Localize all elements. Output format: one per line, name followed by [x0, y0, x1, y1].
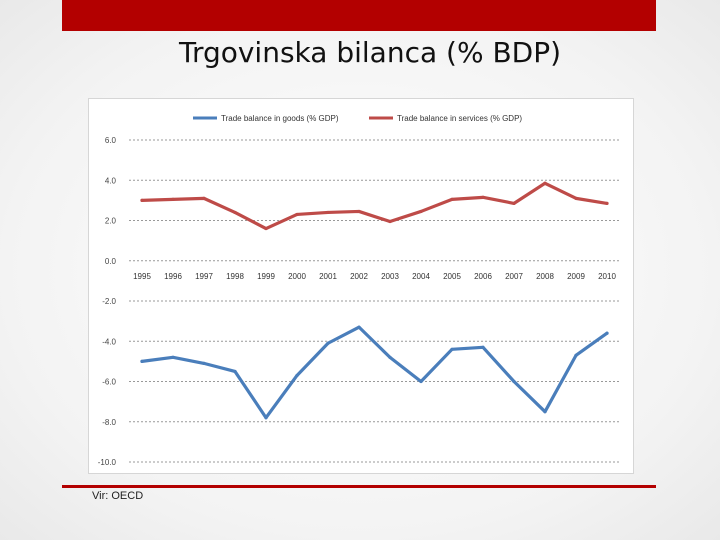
- data-point: [543, 181, 547, 185]
- x-tick-label: 1995: [133, 272, 151, 281]
- data-point: [264, 416, 268, 420]
- data-point: [295, 212, 299, 217]
- series-line-goods: [140, 325, 609, 420]
- data-point: [543, 410, 547, 414]
- data-point: [357, 325, 361, 329]
- data-point: [574, 196, 578, 200]
- data-point: [202, 196, 206, 200]
- x-tick-label: 1997: [195, 272, 213, 281]
- y-tick-label: -8.0: [102, 418, 116, 427]
- data-point: [481, 345, 485, 349]
- y-tick-label: 0.0: [105, 257, 117, 266]
- data-point: [388, 355, 392, 359]
- data-point: [233, 369, 237, 374]
- data-point: [419, 379, 423, 384]
- x-tick-label: 2001: [319, 272, 337, 281]
- x-tick-label: 1998: [226, 272, 244, 281]
- legend-label: Trade balance in goods (% GDP): [221, 114, 339, 123]
- y-tick-label: -2.0: [102, 297, 116, 306]
- data-point: [512, 201, 516, 205]
- data-point: [605, 201, 609, 205]
- x-tick-label: 2008: [536, 272, 554, 281]
- x-tick-label: 2002: [350, 272, 368, 281]
- data-point: [171, 197, 175, 201]
- line-chart: 6.0 4.0 2.0 0.0 -2.0 -4.0 -6.0 -8.0 -10.0 1995 19…: [98, 114, 621, 467]
- y-tick-label: 6.0: [105, 136, 117, 145]
- data-point: [140, 359, 144, 363]
- data-point: [388, 219, 392, 224]
- data-point: [605, 331, 609, 335]
- bottom-accent-line: [62, 485, 656, 488]
- y-tick-label: -6.0: [102, 378, 116, 387]
- data-point: [264, 226, 268, 231]
- y-tick-label: 4.0: [105, 176, 117, 185]
- legend-label: Trade balance in services (% GDP): [397, 114, 522, 123]
- data-point: [233, 210, 237, 215]
- data-point: [419, 209, 423, 214]
- y-tick-label: -10.0: [98, 458, 117, 467]
- data-point: [357, 209, 361, 214]
- series-line-services: [140, 181, 609, 231]
- source-note: Vir: OECD: [92, 490, 144, 502]
- data-point: [326, 341, 330, 345]
- data-point: [140, 198, 144, 202]
- data-point: [326, 210, 330, 215]
- x-tick-label: 2006: [474, 272, 492, 281]
- data-point: [512, 379, 516, 384]
- x-tick-label: 2003: [381, 272, 399, 281]
- y-tick-label: 2.0: [105, 217, 117, 226]
- top-accent-bar: [62, 0, 656, 31]
- data-point: [171, 355, 175, 359]
- x-tick-label: 1996: [164, 272, 182, 281]
- data-point: [295, 373, 299, 378]
- x-tick-label: 2000: [288, 272, 306, 281]
- chart-frame: 6.0 4.0 2.0 0.0 -2.0 -4.0 -6.0 -8.0 -10.0 1995 19…: [88, 98, 634, 474]
- x-tick-label: 2007: [505, 272, 523, 281]
- x-tick-label: 1999: [257, 272, 275, 281]
- slide-title: Trgovinska bilanca (% BDP): [178, 36, 562, 69]
- data-point: [202, 361, 206, 365]
- data-point: [450, 197, 454, 201]
- data-point: [574, 353, 578, 357]
- data-point: [481, 195, 485, 199]
- x-tick-label: 2009: [567, 272, 585, 281]
- data-point: [450, 347, 454, 351]
- x-tick-label: 2005: [443, 272, 461, 281]
- y-tick-label: -4.0: [102, 337, 116, 346]
- x-tick-label: 2010: [598, 272, 616, 281]
- x-tick-label: 2004: [412, 272, 430, 281]
